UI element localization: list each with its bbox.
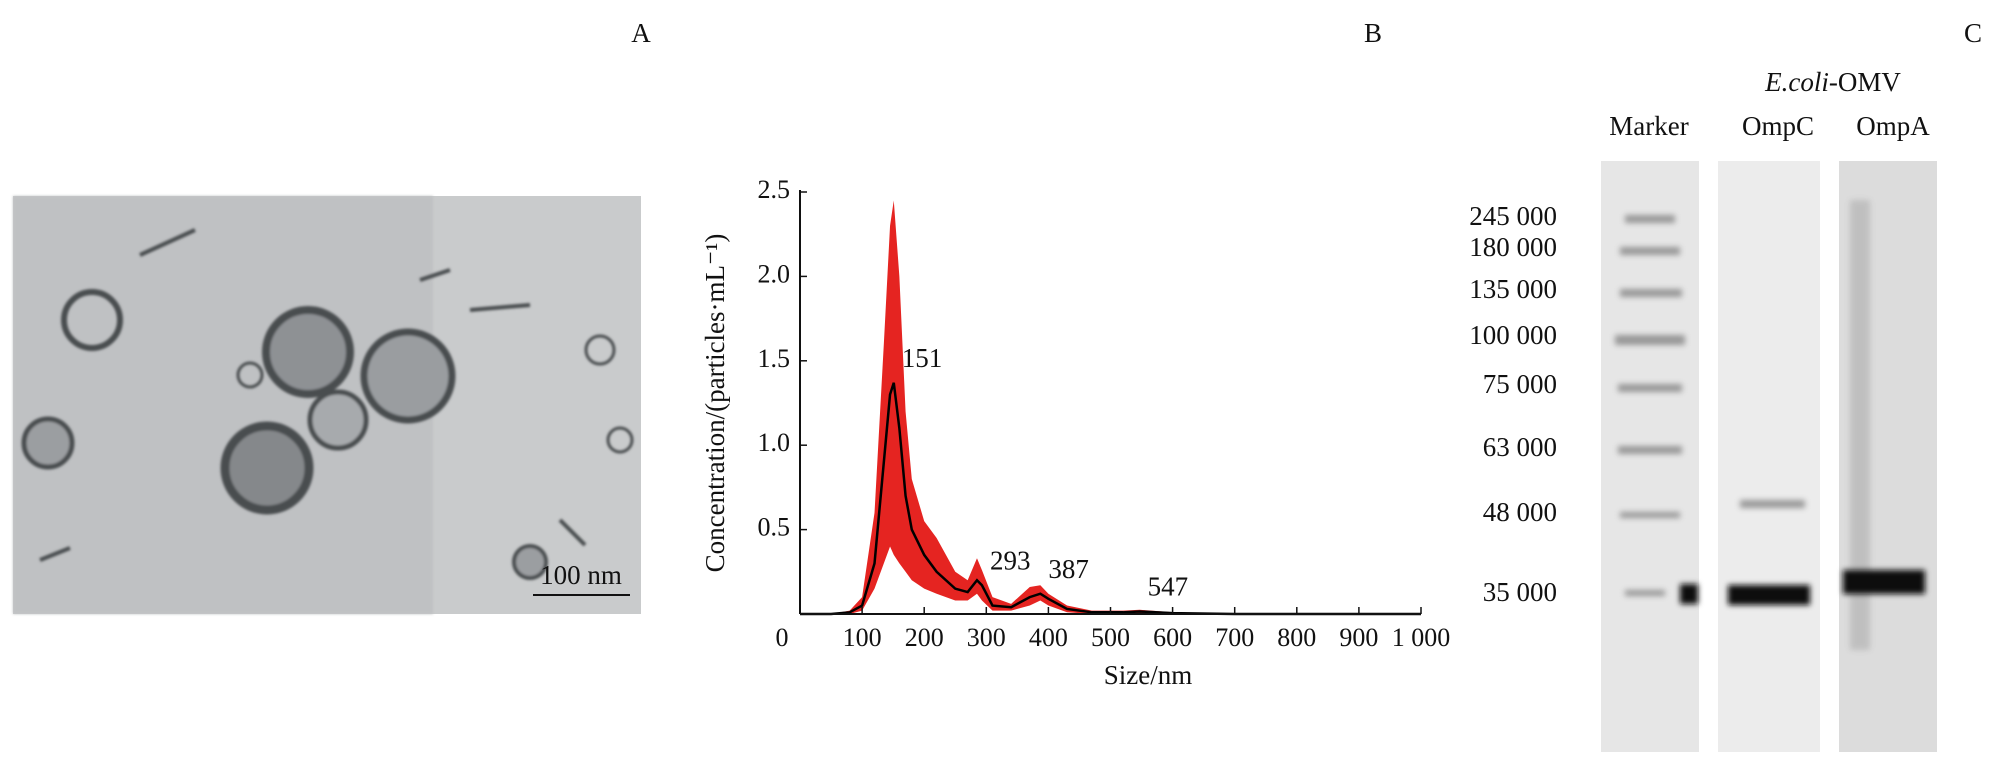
group-label: E.coli-OMV [1764, 67, 1901, 97]
peak-label: 547 [1148, 572, 1189, 602]
x-axis-label: Size/nm [1104, 660, 1193, 690]
x-tick-label: 600 [1153, 623, 1192, 652]
lane-label: OmpA [1856, 111, 1930, 141]
marker-label: 75 000 [1483, 369, 1557, 399]
lane-label: Marker [1609, 111, 1688, 141]
scale-bar-label: 100 nm [540, 560, 622, 590]
marker-label: 245 000 [1469, 201, 1557, 231]
error-band [800, 200, 1421, 614]
group-label-rest: -OMV [1829, 67, 1901, 97]
marker-label: 35 000 [1483, 577, 1557, 607]
panel-label: A [631, 18, 651, 48]
y-tick-label: 1.5 [758, 344, 791, 373]
y-tick-label: 0.5 [758, 513, 791, 542]
x-tick-label: 1 000 [1392, 623, 1451, 652]
tem-image [13, 196, 641, 614]
x-tick-label: 100 [843, 623, 882, 652]
y-tick-label: 2.0 [758, 259, 791, 288]
y-tick-label: 2.5 [758, 175, 791, 204]
x-tick-label: 400 [1029, 623, 1068, 652]
marker-labels: 245 000 180 000 135 000 100 000 75 000 6… [1469, 201, 1557, 607]
marker-label: 100 000 [1469, 320, 1557, 350]
peak-label: 151 [902, 343, 943, 373]
peak-label: 293 [990, 546, 1031, 576]
marker-label: 135 000 [1469, 274, 1557, 304]
y-tick-label: 1.0 [758, 428, 791, 457]
x-tick-label: 0 [776, 623, 789, 652]
group-label-italic: E.coli [1764, 67, 1829, 97]
y-axis-label: Concentration/(particles·mL⁻¹) [700, 234, 730, 573]
marker-label: 63 000 [1483, 432, 1557, 462]
x-tick-label: 300 [967, 623, 1006, 652]
mean-line [800, 382, 1421, 616]
x-tick-label: 700 [1215, 623, 1254, 652]
x-tick-label: 200 [905, 623, 944, 652]
panel-label: C [1964, 18, 1982, 48]
panel-label: B [1364, 18, 1382, 48]
x-tick-label: 900 [1339, 623, 1378, 652]
marker-label: 180 000 [1469, 232, 1557, 262]
lane-label: OmpC [1742, 111, 1814, 141]
marker-label: 48 000 [1483, 497, 1557, 527]
blot-image [1601, 161, 1937, 752]
peak-label: 387 [1048, 554, 1089, 584]
x-tick-label: 500 [1091, 623, 1130, 652]
x-tick-label: 800 [1277, 623, 1316, 652]
